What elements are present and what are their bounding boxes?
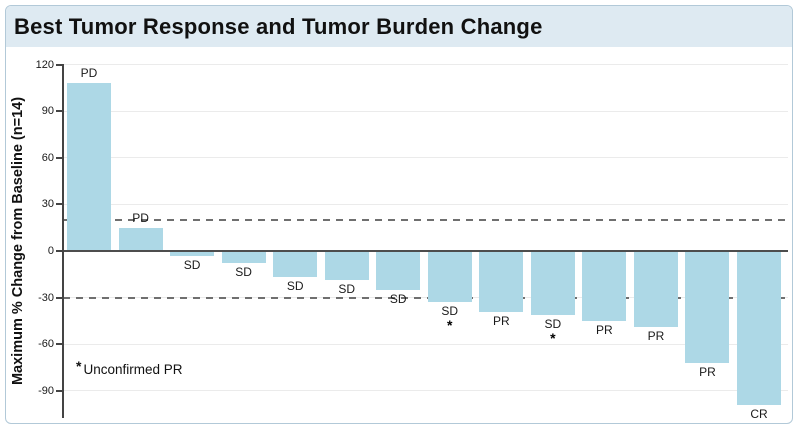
chart-header: Best Tumor Response and Tumor Burden Cha… xyxy=(6,6,792,47)
chart-title: Best Tumor Response and Tumor Burden Cha… xyxy=(14,13,543,39)
chart-card: Best Tumor Response and Tumor Burden Cha… xyxy=(5,5,793,424)
